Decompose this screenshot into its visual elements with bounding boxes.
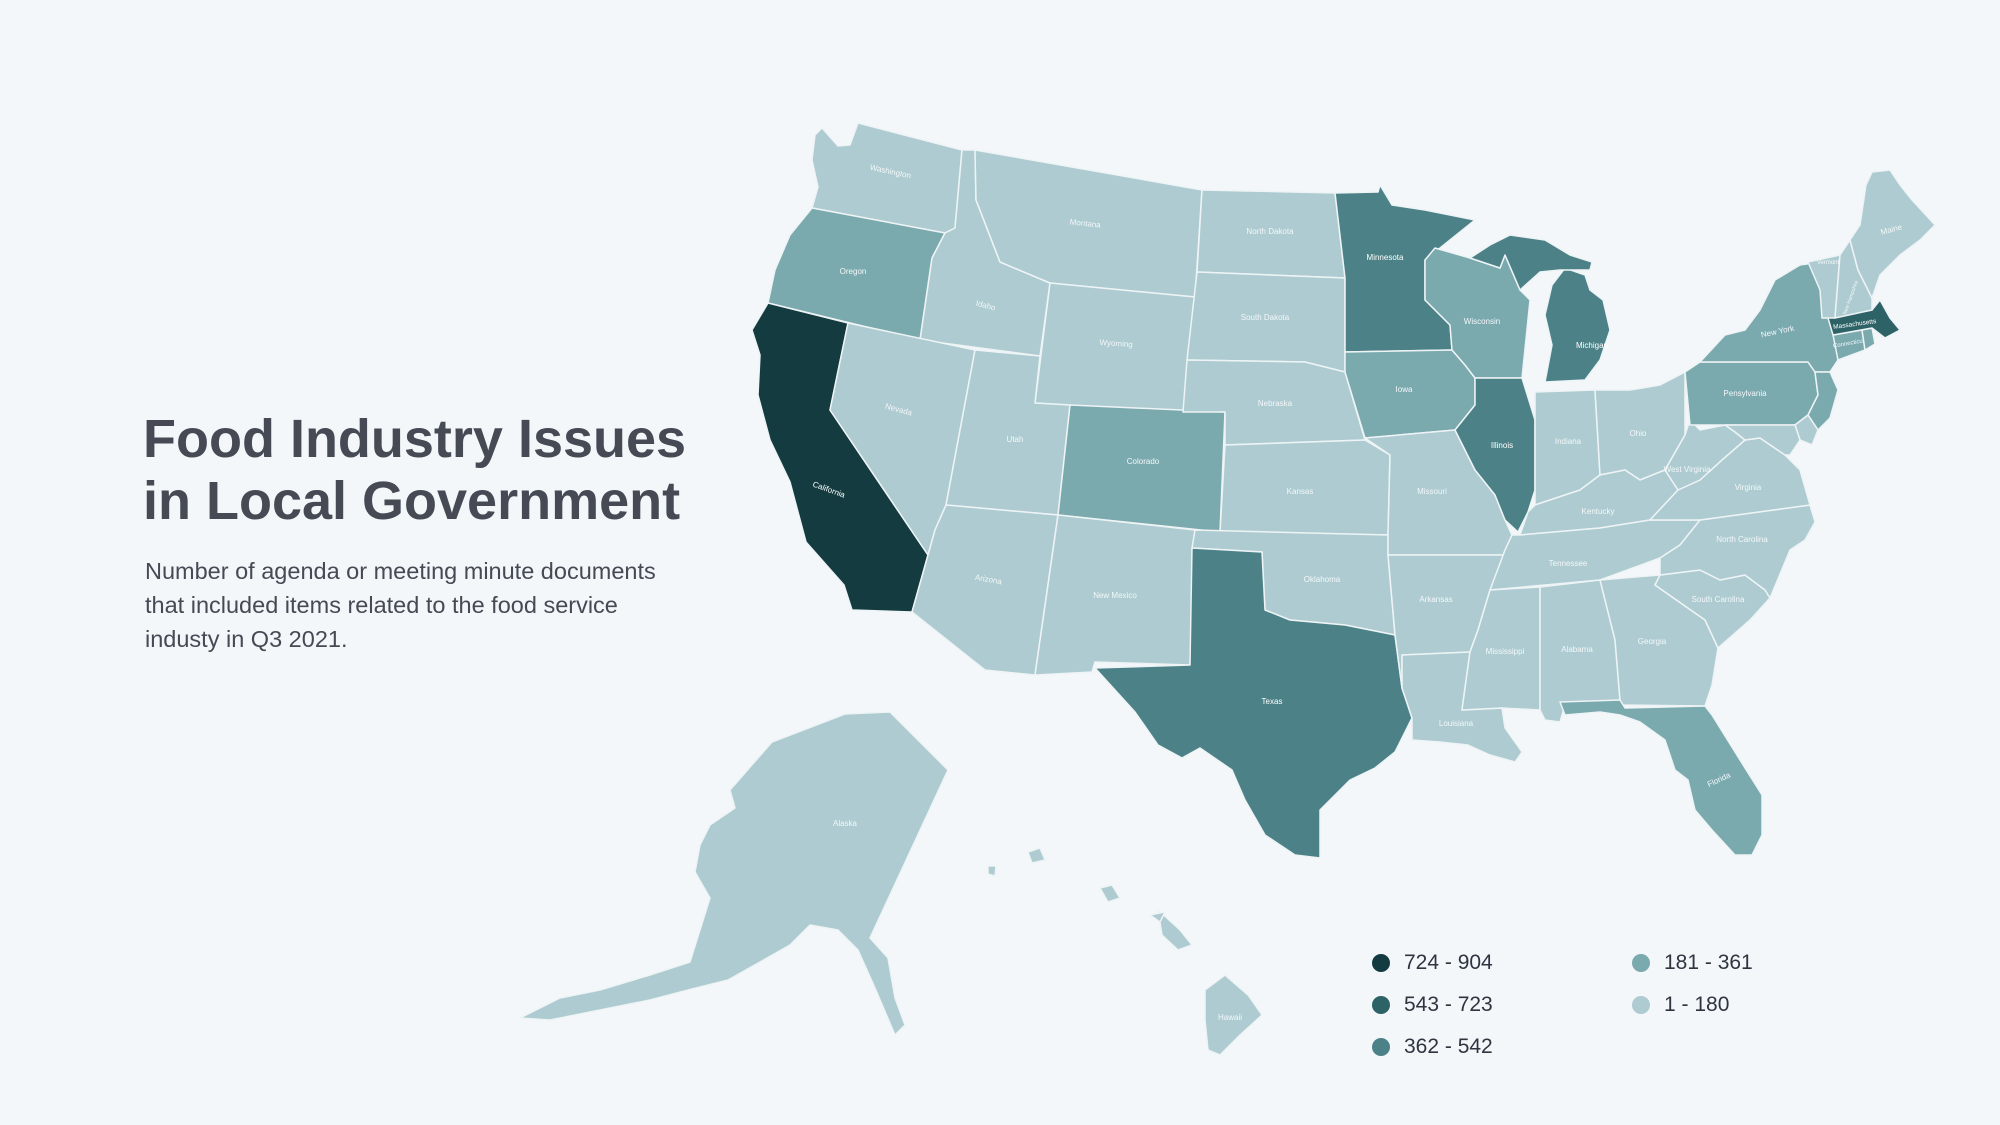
map-title-line-1: Food Industry Issues <box>143 409 687 469</box>
map-title-line-2: in Local Government <box>143 471 681 531</box>
state-shape-upper-peninsula[interactable] <box>1469 234 1593 291</box>
state-label: Alabama <box>1561 645 1593 654</box>
state-maryland[interactable] <box>1724 424 1801 456</box>
state-label: Missouri <box>1417 487 1447 496</box>
legend-swatch <box>1372 996 1390 1014</box>
state-label: West Virginia <box>1664 465 1711 474</box>
state-label: Illinois <box>1491 441 1513 450</box>
state-label: South Carolina <box>1692 595 1745 604</box>
state-maine[interactable]: Maine <box>1849 169 1936 299</box>
state-north-dakota[interactable]: North Dakota <box>1196 189 1346 279</box>
state-label: North Dakota <box>1246 227 1294 236</box>
state-shape-islet[interactable] <box>987 865 997 877</box>
state-texas[interactable]: Texas <box>1094 547 1413 859</box>
state-kansas[interactable]: Kansas <box>1219 439 1391 536</box>
state-label: Kentucky <box>1582 507 1615 516</box>
state-rhode-island[interactable] <box>1861 327 1876 351</box>
state-label: Connecticut <box>1833 338 1866 349</box>
state-new-jersey[interactable] <box>1807 371 1839 431</box>
state-label: Texas <box>1262 697 1283 706</box>
state-shape[interactable] <box>1057 404 1226 533</box>
state-shape-islet[interactable] <box>1027 847 1046 864</box>
state-label: Hawaii <box>1218 1013 1242 1022</box>
state-label: Tennessee <box>1549 559 1588 568</box>
legend-item-181-361: 181 - 361 <box>1632 951 1753 975</box>
state-label: Oregon <box>840 267 867 276</box>
state-new-mexico[interactable]: New Mexico <box>1034 514 1196 676</box>
legend-item-543-723: 543 - 723 <box>1372 993 1493 1017</box>
state-colorado[interactable]: Colorado <box>1057 404 1226 533</box>
state-pennsylvania[interactable]: Pensylvania <box>1684 361 1819 426</box>
state-shape[interactable] <box>1827 299 1901 339</box>
state-shape-islet[interactable] <box>1099 884 1121 903</box>
legend-item-1-180: 1 - 180 <box>1632 993 1729 1017</box>
state-label: Arkansas <box>1419 595 1452 604</box>
legend-swatch <box>1632 954 1650 972</box>
legend-label: 1 - 180 <box>1664 993 1730 1016</box>
state-label: Oklahoma <box>1304 575 1341 584</box>
state-label: Pensylvania <box>1723 389 1767 398</box>
state-shape[interactable] <box>519 711 949 1036</box>
state-shape[interactable] <box>1344 349 1476 439</box>
state-shape[interactable] <box>1186 271 1346 373</box>
state-alaska[interactable]: Alaska <box>519 711 949 1036</box>
state-iowa[interactable]: Iowa <box>1344 349 1476 439</box>
state-label: Georgia <box>1638 637 1667 646</box>
state-label: Alaska <box>833 819 858 828</box>
state-label: Colorado <box>1127 457 1160 466</box>
state-label: Wisconsin <box>1464 317 1500 326</box>
state-shape[interactable] <box>1849 169 1936 299</box>
legend-swatch <box>1372 1038 1390 1056</box>
state-label: Montana <box>1069 217 1101 229</box>
state-shape[interactable] <box>1559 699 1763 856</box>
state-label: Vermont <box>1817 260 1840 266</box>
map-title: Food Industry Issues in Local Government <box>143 408 763 532</box>
legend-swatch <box>1372 954 1390 972</box>
legend-item-724-904: 724 - 904 <box>1372 951 1493 975</box>
state-wyoming[interactable]: Wyoming <box>1034 282 1196 413</box>
legend-label: 543 - 723 <box>1404 993 1493 1016</box>
state-florida[interactable]: Florida <box>1559 699 1763 856</box>
state-shape[interactable] <box>1724 424 1801 456</box>
state-label: Kansas <box>1287 487 1314 496</box>
state-shape[interactable] <box>1807 254 1841 319</box>
state-label: Nebraska <box>1258 399 1293 408</box>
state-shape[interactable] <box>1861 327 1876 351</box>
state-shape[interactable] <box>1454 377 1536 533</box>
state-shape[interactable] <box>1807 371 1839 431</box>
state-illinois[interactable]: Illinois <box>1454 377 1536 533</box>
map-subtitle: Number of agenda or meeting minute docum… <box>145 558 656 652</box>
state-south-dakota[interactable]: South Dakota <box>1186 271 1346 373</box>
state-label: Mississippi <box>1486 647 1525 656</box>
state-massachusetts[interactable]: Massachusetts <box>1827 299 1901 339</box>
state-shape[interactable] <box>1094 547 1413 859</box>
state-label: Wyoming <box>1099 338 1133 349</box>
state-label: Utah <box>1007 435 1024 444</box>
state-shape-main-island[interactable] <box>1204 974 1263 1056</box>
legend-label: 724 - 904 <box>1404 951 1493 974</box>
state-hawaii[interactable]: Hawaii <box>987 847 1263 1056</box>
state-label: Virginia <box>1735 483 1762 492</box>
state-label: South Dakota <box>1241 313 1290 322</box>
state-label: Michigan <box>1576 341 1608 350</box>
legend-label: 362 - 542 <box>1404 1035 1493 1058</box>
state-label: Iowa <box>1396 385 1413 394</box>
state-shape[interactable] <box>1544 267 1611 383</box>
state-shape-islet[interactable] <box>1157 909 1193 951</box>
legend-item-362-542: 362 - 542 <box>1372 1035 1493 1059</box>
state-michigan[interactable]: Michigan <box>1469 234 1611 383</box>
state-shape-islet[interactable] <box>1149 911 1166 923</box>
state-label: Ohio <box>1630 429 1647 438</box>
state-label: Louisiana <box>1439 719 1474 728</box>
state-label: North Carolina <box>1716 535 1768 544</box>
state-new-hampshire[interactable]: New Hampshire <box>1834 239 1873 319</box>
state-vermont[interactable]: Vermont <box>1807 254 1841 319</box>
state-label: Indiana <box>1555 437 1582 446</box>
legend-label: 181 - 361 <box>1664 951 1753 974</box>
state-label: New Mexico <box>1093 591 1137 600</box>
legend-swatch <box>1632 996 1650 1014</box>
state-label: Minnesota <box>1367 253 1404 262</box>
